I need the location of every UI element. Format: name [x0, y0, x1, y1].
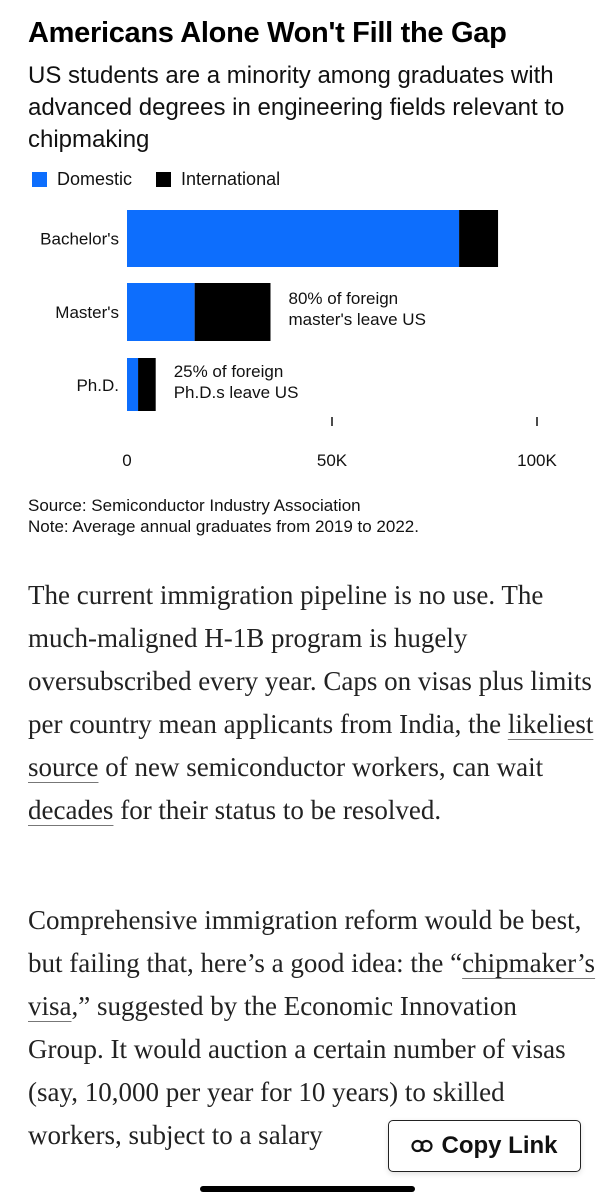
x-tick-label: 100K	[517, 451, 557, 470]
x-tick-label: 0	[122, 451, 131, 470]
home-indicator	[200, 1186, 415, 1192]
bar-domestic	[127, 283, 195, 341]
legend-label-domestic: Domestic	[57, 169, 133, 189]
category-label: Master's	[55, 303, 119, 322]
bar-annotation: master's leave US	[289, 310, 426, 329]
paragraph-text: The current immigration pipeline is no u…	[28, 580, 592, 739]
chart-legend: Domestic International	[32, 169, 304, 190]
paragraph-text: Comprehensive immigration reform would b…	[28, 905, 582, 978]
bar-international	[194, 283, 271, 341]
chart-source: Source: Semiconductor Industry Associati…	[28, 495, 419, 537]
legend-swatch-domestic	[32, 172, 47, 187]
bar-annotation: 25% of foreign	[174, 362, 284, 381]
chart-subtitle: US students are a minority among graduat…	[28, 62, 565, 153]
bar-domestic	[127, 358, 139, 411]
legend-label-international: International	[181, 169, 281, 189]
bar-annotation: Ph.D.s leave US	[174, 383, 299, 402]
source-line: Source: Semiconductor Industry Associati…	[28, 496, 361, 515]
paragraph-text: ,” suggested by the Economic Innovation …	[28, 991, 566, 1150]
copy-link-label: Copy Link	[441, 1132, 558, 1159]
bar-chart: Bachelor's Master's Ph.D. 80% of foreign mas…	[40, 210, 558, 470]
category-label: Ph.D.	[76, 376, 119, 395]
copy-link-button[interactable]: Copy Link	[388, 1120, 581, 1172]
article-paragraph-1: The current immigration pipeline is no u…	[28, 574, 598, 832]
legend-swatch-international	[156, 172, 172, 187]
note-line: Note: Average annual graduates from 2019…	[28, 517, 419, 536]
link-chipmakers-visa[interactable]: chipmaker’s visa	[28, 948, 596, 1021]
paragraph-text: for their status to be resolved.	[113, 795, 442, 825]
legend-item-international: International	[156, 169, 280, 190]
paragraph-text: of new semiconductor workers, can wait	[98, 752, 544, 782]
link-likeliest-source[interactable]: likeliest source	[28, 709, 594, 782]
chart-title: Americans Alone Won't Fill the Gap	[28, 17, 507, 49]
link-decades[interactable]: decades	[28, 795, 114, 825]
bar-international	[138, 358, 156, 411]
x-tick-label: 50K	[317, 451, 348, 470]
article-paragraph-2: Comprehensive immigration reform would b…	[28, 899, 598, 1157]
bar-annotation: 80% of foreign	[289, 289, 399, 308]
bar-domestic	[127, 210, 460, 267]
category-label: Bachelor's	[40, 230, 119, 249]
bar-international	[459, 210, 499, 267]
legend-item-domestic: Domestic	[32, 169, 132, 190]
link-icon	[411, 1139, 434, 1153]
